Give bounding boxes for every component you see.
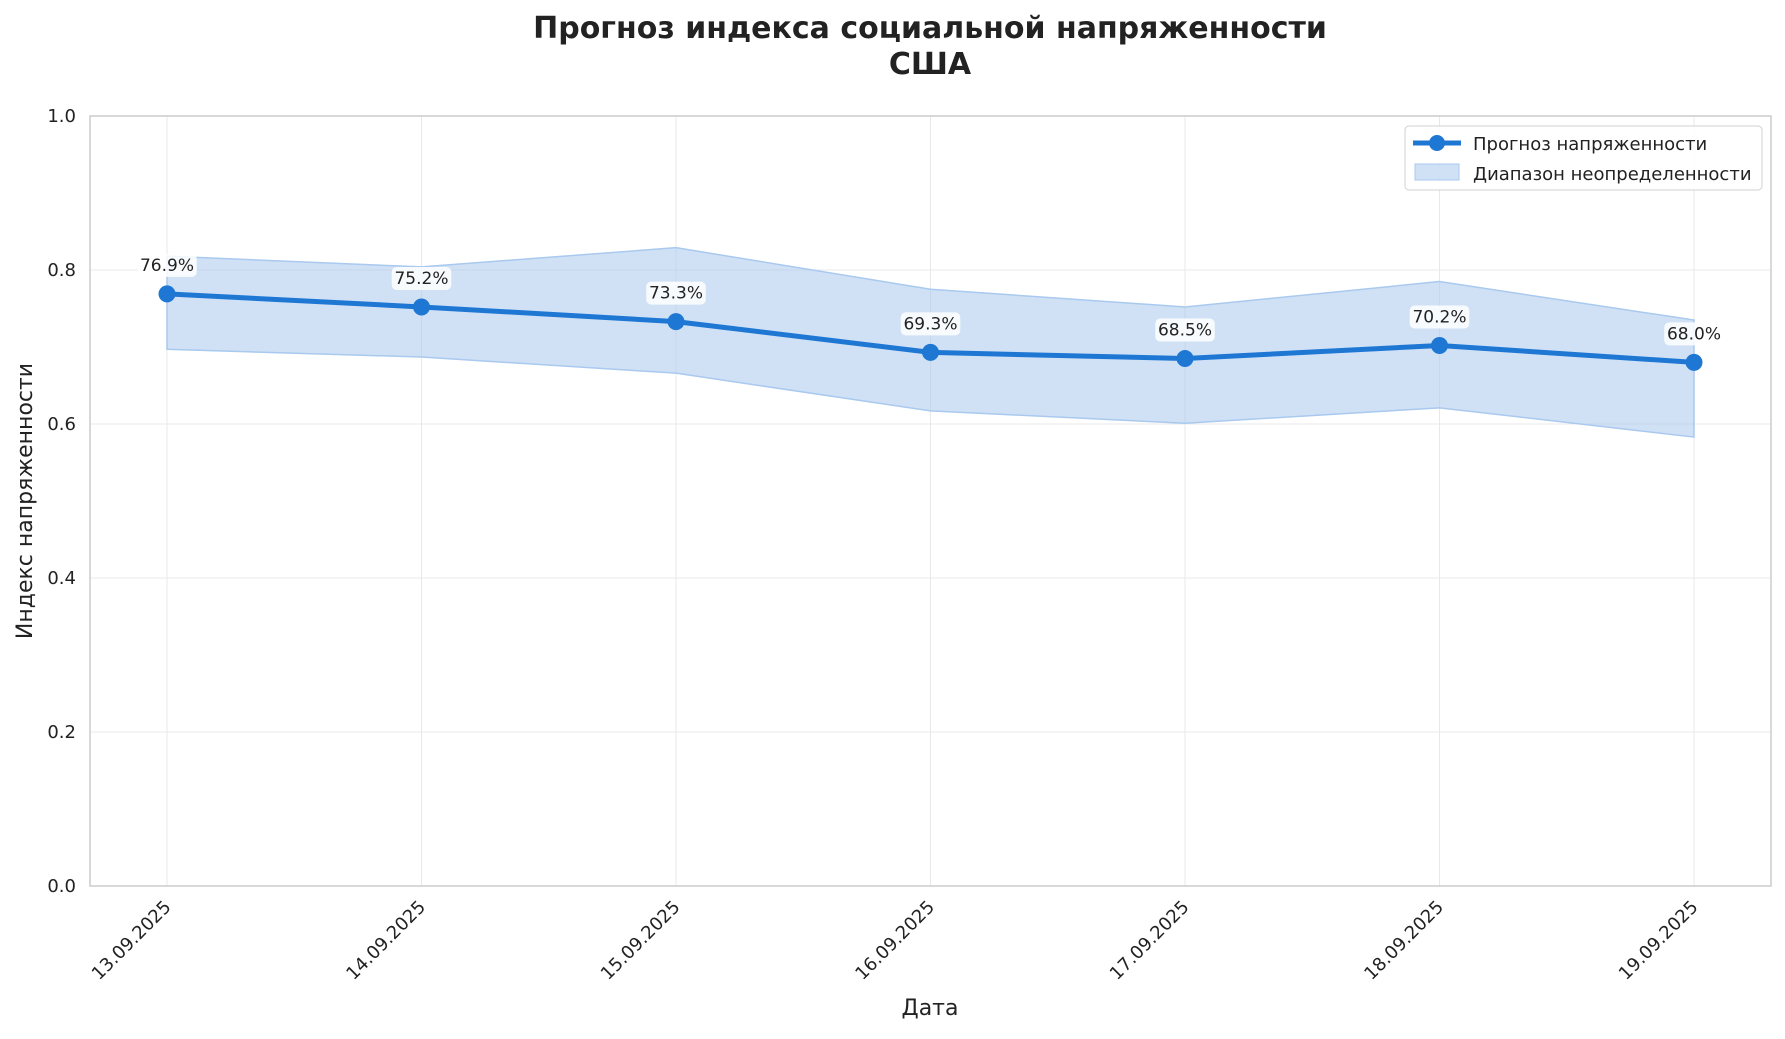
data-point xyxy=(922,343,939,361)
x-tick-labels: 13.09.2025 14.09.2025 15.09.2025 16.09.2025… xyxy=(88,897,1703,985)
data-label: 76.9% xyxy=(140,256,194,276)
data-label-background xyxy=(900,312,961,336)
data-label: 73.3% xyxy=(649,284,703,304)
data-label-background xyxy=(1409,305,1470,329)
data-label: 70.2% xyxy=(1412,307,1466,327)
y-tick-label: 1.0 xyxy=(47,106,76,127)
y-tick-label: 0.6 xyxy=(47,414,76,435)
data-point xyxy=(158,285,176,303)
legend: Прогноз напряженности Диапазон неопредел… xyxy=(1404,125,1763,191)
grid-layer xyxy=(90,115,1771,887)
y-axis-label: Индекс напряженности xyxy=(13,363,38,639)
data-point xyxy=(1685,353,1703,371)
data-label: 68.5% xyxy=(1158,321,1212,341)
legend-box xyxy=(1404,125,1763,191)
data-label-background xyxy=(391,266,452,290)
data-label-background xyxy=(1664,322,1724,346)
legend-label-forecast: Прогноз напряженности xyxy=(1473,134,1707,155)
chart-title-line2: США xyxy=(889,47,972,82)
legend-band-swatch xyxy=(1414,163,1460,181)
data-point xyxy=(667,313,685,331)
x-tick-label: 16.09.2025 xyxy=(851,897,939,985)
data-label: 68.0% xyxy=(1667,324,1721,344)
data-point xyxy=(1431,336,1448,354)
x-tick-label: 18.09.2025 xyxy=(1360,897,1448,985)
data-label: 75.2% xyxy=(394,269,448,289)
band-layer xyxy=(166,246,1695,438)
y-tick-label: 0.8 xyxy=(47,260,76,281)
data-point xyxy=(413,298,430,316)
x-tick-label: 13.09.2025 xyxy=(88,897,176,985)
point-layer xyxy=(158,285,1703,371)
x-axis-label: Дата xyxy=(902,996,959,1021)
data-label-background xyxy=(137,253,197,277)
uncertainty-band xyxy=(166,246,1695,438)
y-tick-label: 0.4 xyxy=(47,568,76,589)
legend-marker-swatch xyxy=(1429,135,1445,151)
x-tick-label: 14.09.2025 xyxy=(342,897,430,985)
y-tick-labels: 0.0 0.2 0.4 0.6 0.8 1.0 xyxy=(47,106,76,897)
chart-title-line1: Прогноз индекса социальной напряженности xyxy=(533,11,1327,46)
y-tick-label: 0.0 xyxy=(47,876,76,897)
y-tick-label: 0.2 xyxy=(47,722,76,743)
x-tick-label: 15.09.2025 xyxy=(597,897,685,985)
data-label-background xyxy=(1155,318,1215,342)
plot-frame xyxy=(89,115,1772,887)
x-tick-label: 17.09.2025 xyxy=(1106,897,1194,985)
data-label-background xyxy=(646,281,706,305)
label-layer: 76.9% 75.2% 73.3% 69.3% 68.5% 70.2% 68.0% xyxy=(137,253,1724,346)
legend-label-band: Диапазон неопределенности xyxy=(1473,164,1752,185)
data-label: 69.3% xyxy=(903,314,957,334)
x-tick-label: 19.09.2025 xyxy=(1615,897,1703,985)
data-point xyxy=(1176,350,1194,368)
